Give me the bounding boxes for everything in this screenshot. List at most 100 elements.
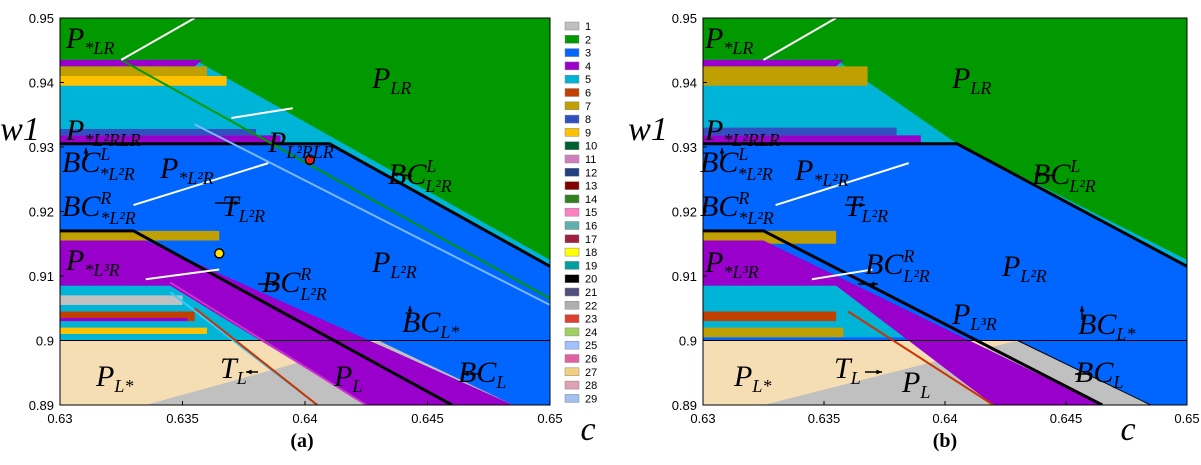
legend-swatch [564, 101, 580, 111]
label-sub: L [351, 376, 362, 396]
panel: 0.63 0.635 0.64 0.645 0.65 0.89 0.9 0.91 0.92 0.9… [628, 11, 1200, 452]
label-main: T [222, 190, 241, 223]
label-main: BC [62, 146, 101, 179]
legend-label: 14 [585, 194, 597, 206]
legend-swatch [564, 247, 580, 257]
boundary-line [231, 107, 293, 119]
region [60, 327, 207, 335]
region-label: BCR L²R [262, 264, 327, 304]
legend-swatch [564, 207, 580, 217]
legend-label: 5 [585, 74, 591, 86]
region-label: PL* [95, 360, 133, 396]
legend-label: 27 [585, 367, 597, 379]
label-main: P [704, 114, 723, 147]
region-label: PL²R [371, 246, 417, 282]
legend-label: 18 [585, 247, 597, 259]
label-sup: L [737, 144, 748, 164]
label-sub: *LR [723, 38, 753, 58]
legend-label: 28 [585, 380, 597, 392]
label-sup: R [902, 246, 914, 266]
legend-label: 9 [585, 127, 591, 139]
label-main: BC [262, 266, 301, 299]
legend-swatch [564, 367, 580, 377]
label-main: P [1001, 250, 1020, 283]
legend-swatch [564, 234, 580, 244]
label-sub: L²R [424, 176, 451, 196]
legend-label: 22 [585, 300, 597, 312]
legend-swatch [564, 74, 580, 84]
label-main: BC [700, 190, 739, 223]
y-tick-label: 0.9 [36, 334, 54, 349]
arrow-head [1079, 306, 1085, 312]
caption: (a) [290, 430, 313, 452]
region-label: PL* [733, 360, 771, 396]
region-label: P*L³R [65, 244, 120, 280]
region-label: TL [834, 352, 861, 388]
legend-swatch [564, 168, 580, 177]
x-tick-label: 0.645 [411, 411, 444, 426]
region [703, 285, 921, 338]
label-sub: *L²R [737, 164, 772, 184]
boundary-line [120, 18, 196, 61]
legend-label: 26 [585, 354, 597, 366]
boundary-line [145, 268, 220, 281]
arrow-head [872, 281, 878, 287]
arrow-head [1035, 172, 1041, 177]
region-label: BCR L²R [865, 246, 930, 286]
x-axis-label: c [1120, 411, 1135, 448]
label-sub: *L³R [84, 260, 119, 280]
region-label: BCL* [402, 306, 459, 342]
region-label: P*L²R [794, 154, 849, 190]
boundary-line [194, 123, 550, 306]
region [60, 317, 188, 322]
arrow-head [719, 148, 725, 154]
legend-swatch [564, 194, 580, 204]
label-sub: L²R [299, 284, 326, 304]
region [60, 76, 227, 86]
arrow-head [876, 369, 882, 375]
y-tick-label: 0.94 [29, 76, 54, 91]
boundary-line [194, 307, 318, 405]
label-sub: L²R [389, 262, 416, 282]
arrow-head [234, 200, 240, 206]
boundary-line [133, 162, 269, 207]
label-sub: L* [1115, 324, 1135, 344]
y-tick-label: 0.93 [672, 140, 697, 155]
label-main: P [65, 244, 84, 277]
region-label: BCL* [1078, 308, 1135, 344]
y-tick-label: 0.94 [672, 76, 697, 91]
label-sub: LR [389, 78, 411, 98]
legend-label: 25 [585, 340, 597, 352]
label-main: BC [1075, 356, 1114, 389]
label-sub: *L³R [723, 262, 758, 282]
label-main: P [951, 298, 970, 331]
label-sub: L²R [861, 206, 888, 226]
arrow-head [83, 148, 89, 154]
y-tick-label: 0.92 [29, 205, 54, 220]
x-tick-label: 0.64 [932, 411, 957, 426]
region-label: P*LR [65, 22, 114, 58]
label-main: P [65, 114, 84, 147]
legend-label: 8 [585, 114, 591, 126]
label-main: P [65, 22, 84, 55]
legend-label: 3 [585, 48, 591, 60]
plot-area [703, 18, 1187, 405]
region [703, 66, 868, 86]
boundary-line [775, 162, 910, 207]
label-sub: L [236, 368, 247, 388]
y-tick-label: 0.89 [672, 398, 697, 413]
legend-label: 21 [585, 287, 597, 299]
legend-label: 4 [585, 61, 591, 73]
legend-swatch [564, 340, 580, 350]
label-sub: *L²R [99, 164, 134, 184]
label-sub: L* [751, 376, 771, 396]
legend-swatch [564, 261, 580, 270]
region-label: PL²RLR [267, 126, 334, 162]
region-label: PL [333, 360, 362, 396]
x-tick-label: 0.635 [808, 411, 841, 426]
legend-swatch [564, 314, 580, 323]
legend-swatch [564, 354, 580, 363]
label-sub: L²R [902, 266, 929, 286]
y-axis-label: w1 [628, 111, 668, 148]
